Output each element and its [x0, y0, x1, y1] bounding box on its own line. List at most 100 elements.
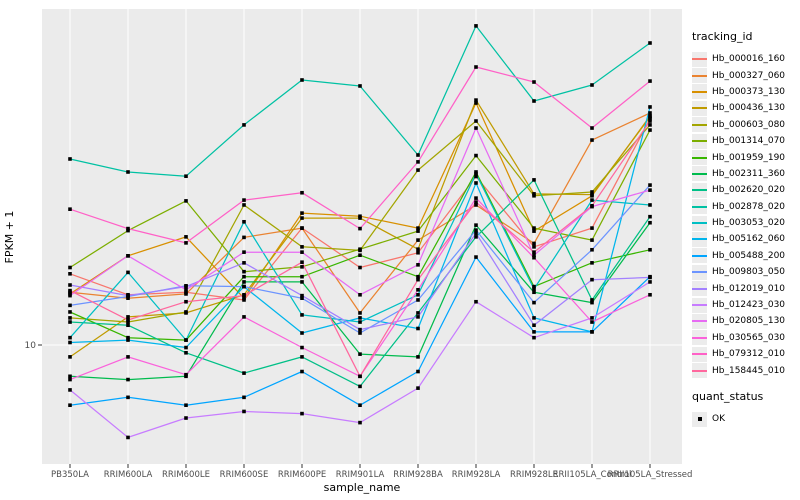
data-point	[648, 119, 652, 123]
data-point	[242, 284, 246, 289]
data-point	[300, 313, 304, 317]
data-point	[184, 345, 188, 350]
data-point	[590, 277, 594, 282]
legend-item-label: Hb_079312_010	[712, 349, 786, 360]
data-point	[126, 338, 130, 342]
data-point	[300, 216, 304, 220]
data-point	[648, 41, 652, 45]
legend-item-label: Hb_002620_020	[712, 185, 786, 196]
data-point	[416, 238, 420, 242]
data-point	[358, 216, 362, 220]
legend-item-label: Hb_005488_200	[712, 250, 786, 261]
legend-title-tracking-id: tracking_id	[692, 30, 753, 43]
data-point	[474, 153, 478, 158]
series-color-key-icon	[692, 68, 707, 84]
data-point	[68, 316, 72, 320]
data-point	[416, 315, 420, 319]
series-color-line	[692, 238, 707, 241]
data-point	[126, 335, 130, 340]
data-point	[300, 274, 304, 279]
data-point	[300, 411, 304, 416]
data-point	[474, 181, 478, 185]
data-point	[68, 157, 72, 161]
data-point	[416, 250, 420, 255]
data-point	[648, 214, 652, 219]
data-point	[358, 331, 362, 335]
legend-item-Hb_002878_020: Hb_002878_020	[692, 199, 798, 215]
data-point	[532, 99, 536, 103]
data-point	[126, 315, 130, 319]
legend-item-Hb_009803_050: Hb_009803_050	[692, 264, 798, 280]
series-color-line	[692, 205, 707, 208]
series-color-key-icon	[692, 199, 707, 215]
data-point	[590, 192, 594, 197]
data-point	[358, 403, 362, 408]
legend-item-Hb_000436_130: Hb_000436_130	[692, 100, 798, 116]
data-point	[358, 316, 362, 320]
data-point	[358, 292, 362, 297]
data-point	[184, 299, 188, 304]
data-point	[532, 80, 536, 84]
legend-item-Hb_000016_160: Hb_000016_160	[692, 51, 798, 67]
data-point	[532, 250, 536, 254]
legend-item-Hb_000373_130: Hb_000373_130	[692, 84, 798, 100]
data-point	[416, 247, 420, 251]
data-point	[416, 326, 420, 331]
series-color-line	[692, 123, 707, 126]
x-tick-label: RRIM928LE	[510, 470, 558, 480]
legend-item-label: Hb_030565_030	[712, 332, 786, 343]
data-point	[590, 298, 594, 302]
data-point	[68, 207, 72, 211]
data-point	[242, 296, 246, 301]
data-point	[358, 384, 362, 389]
data-point	[532, 226, 536, 230]
data-point	[68, 310, 72, 314]
data-point	[184, 416, 188, 420]
data-point	[416, 311, 420, 315]
legend-item-ok-label: OK	[712, 414, 725, 424]
data-point	[532, 255, 536, 260]
legend-item-label: Hb_012019_010	[712, 283, 786, 294]
data-point	[358, 226, 362, 231]
series-color-key-icon	[692, 248, 707, 264]
series-color-line	[692, 304, 707, 307]
data-point	[126, 320, 130, 324]
legend-item-Hb_012019_010: Hb_012019_010	[692, 280, 798, 297]
data-point	[68, 303, 72, 308]
legend-item-Hb_002311_360: Hb_002311_360	[692, 166, 798, 182]
data-point	[184, 174, 188, 179]
data-point	[648, 275, 652, 280]
legend-entries: Hb_000016_160 Hb_000327_060 Hb_000373_130 H…	[692, 51, 798, 379]
ok-point-key-icon	[692, 411, 707, 427]
data-point	[474, 196, 478, 200]
x-tick-label: RRII105LA_Stressed	[608, 470, 693, 480]
data-point	[126, 395, 130, 400]
data-point	[242, 274, 246, 279]
data-point	[242, 371, 246, 375]
x-tick-label: RRIM600PE	[278, 470, 326, 480]
data-point	[126, 323, 130, 328]
data-point	[474, 119, 478, 123]
data-point	[474, 255, 478, 259]
data-point	[474, 228, 478, 232]
series-color-line	[692, 189, 707, 192]
series-color-key-icon	[692, 281, 707, 297]
data-point	[126, 293, 130, 298]
legend-item-ok: OK	[692, 411, 798, 427]
data-point	[416, 298, 420, 302]
series-color-line	[692, 353, 707, 356]
data-point	[68, 377, 72, 382]
data-point	[532, 245, 536, 249]
legend-item-label: Hb_000016_160	[712, 54, 786, 65]
legend-item-label: Hb_005162_060	[712, 234, 786, 245]
data-point	[358, 327, 362, 332]
data-point	[126, 318, 130, 322]
legend-item-Hb_020805_130: Hb_020805_130	[692, 313, 798, 329]
series-color-line	[692, 287, 707, 290]
data-point	[68, 403, 72, 408]
legend-item-label: Hb_001959_190	[712, 152, 786, 163]
data-point	[590, 126, 594, 130]
data-point	[242, 219, 246, 224]
data-point	[648, 105, 652, 109]
